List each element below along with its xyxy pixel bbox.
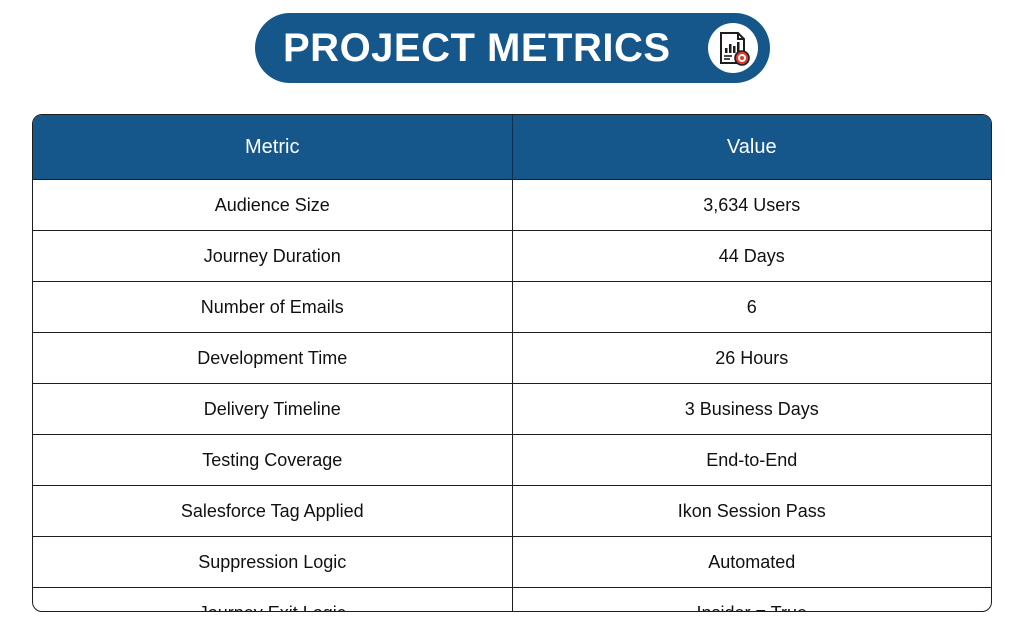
value-cell: 3 Business Days xyxy=(512,383,991,435)
value-cell: End-to-End xyxy=(512,434,991,486)
metric-cell: Salesforce Tag Applied xyxy=(33,485,513,537)
value-cell: Insider = True xyxy=(512,587,991,611)
title-banner: PROJECT METRICS xyxy=(255,13,770,83)
metric-cell: Delivery Timeline xyxy=(33,383,513,435)
value-cell: 26 Hours xyxy=(512,332,991,384)
metric-cell: Development Time xyxy=(33,332,513,384)
metric-cell: Audience Size xyxy=(33,179,513,231)
value-cell: Ikon Session Pass xyxy=(512,485,991,537)
metric-cell: Journey Duration xyxy=(33,230,513,282)
table-row: Audience Size 3,634 Users xyxy=(33,179,991,231)
value-cell: Automated xyxy=(512,536,991,588)
metric-cell: Testing Coverage xyxy=(33,434,513,486)
table-row: Suppression Logic Automated xyxy=(33,536,991,588)
table-row: Development Time 26 Hours xyxy=(33,332,991,384)
table-row: Delivery Timeline 3 Business Days xyxy=(33,383,991,435)
column-header-value: Value xyxy=(512,115,991,180)
table-header-row: Metric Value xyxy=(33,115,991,180)
metrics-table: Metric Value Audience Size 3,634 Users J… xyxy=(32,114,992,612)
column-header-metric: Metric xyxy=(33,115,513,180)
table-row: Journey Exit Logic Insider = True xyxy=(33,587,991,611)
page-title: PROJECT METRICS xyxy=(283,25,671,70)
value-cell: 44 Days xyxy=(512,230,991,282)
table-row: Number of Emails 6 xyxy=(33,281,991,333)
table-row: Testing Coverage End-to-End xyxy=(33,434,991,486)
table-row: Salesforce Tag Applied Ikon Session Pass xyxy=(33,485,991,537)
metric-cell: Journey Exit Logic xyxy=(33,587,513,611)
metric-cell: Number of Emails xyxy=(33,281,513,333)
value-cell: 6 xyxy=(512,281,991,333)
metric-cell: Suppression Logic xyxy=(33,536,513,588)
report-chart-target-icon xyxy=(708,23,758,73)
table-row: Journey Duration 44 Days xyxy=(33,230,991,282)
value-cell: 3,634 Users xyxy=(512,179,991,231)
